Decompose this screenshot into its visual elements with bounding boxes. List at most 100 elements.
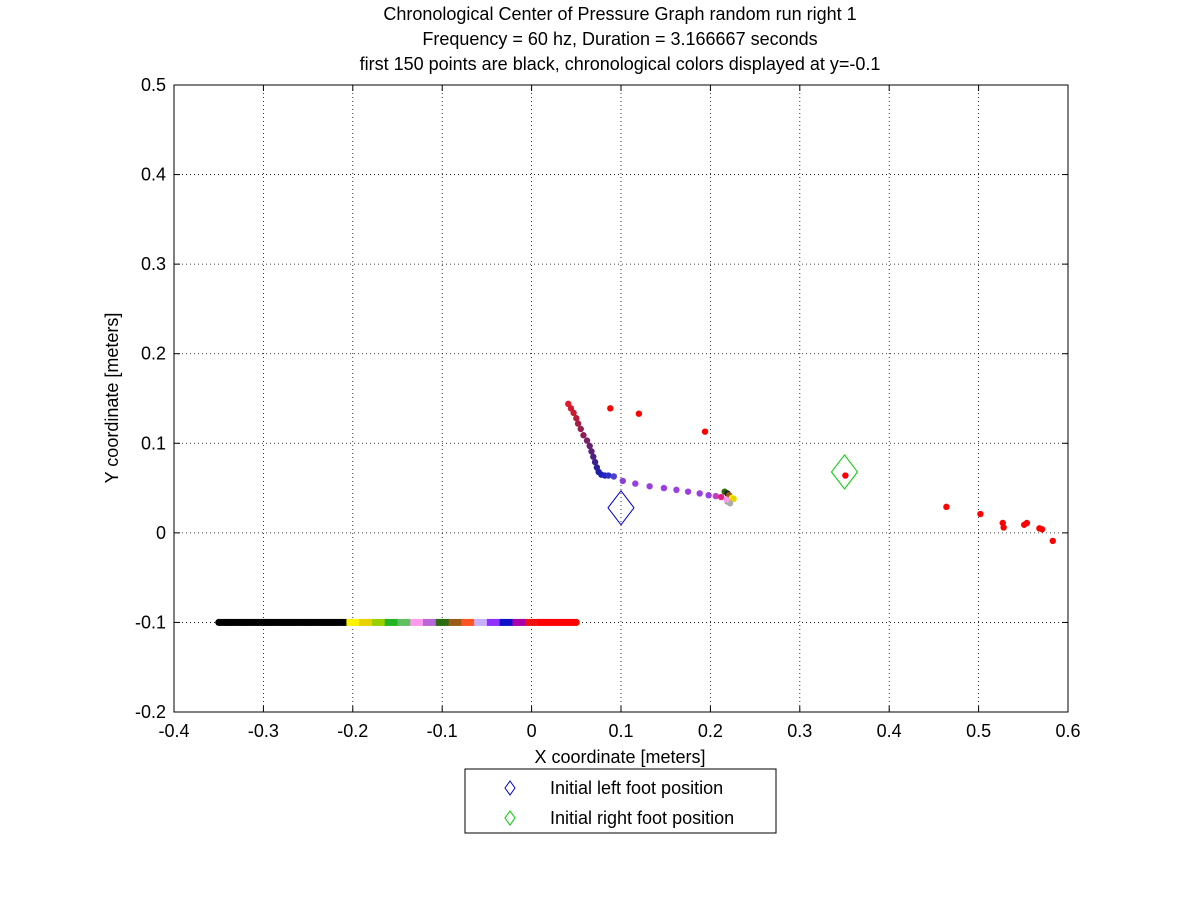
color-bar-segment [499,618,514,626]
cop-point [635,410,643,417]
color-bar-segment [423,618,437,626]
chronological-color-bar [215,618,580,626]
color-bar-segment [308,618,322,626]
x-tick-label: 0.4 [877,721,902,741]
cop-point [570,409,577,417]
cop-point [619,477,626,485]
y-tick-labels: -0.2 -0.1 0 0.1 0.2 0.3 0.4 0.5 [135,75,166,722]
cop-point [842,472,849,479]
legend-label: Initial left foot position [550,778,723,798]
cop-point [574,420,582,427]
chart-title: Chronological Center of Pressure Graph r… [360,4,881,74]
cop-point [684,488,692,495]
x-tick-labels: -0.4 -0.3 -0.2 -0.1 0 0.1 0.2 0.3 0.4 0.5 0.6 [158,721,1080,741]
color-bar-segment [257,618,271,626]
color-bar-segment [269,618,284,626]
color-bar-segment [397,618,411,626]
y-tick-label: 0.3 [141,254,166,274]
x-tick-label: -0.3 [248,721,279,741]
x-tick-label: 0.2 [698,721,723,741]
cop-point [730,495,737,503]
color-bar-segment [474,618,488,626]
cop-point [586,442,593,450]
cop-point [1023,519,1031,527]
cop-point [712,492,719,500]
color-bar-segment [282,618,296,626]
y-tick-label: 0.4 [141,165,166,185]
cop-point [607,405,614,412]
cop-point [1038,526,1046,533]
color-bar-segment [435,618,450,626]
color-bar-segment [384,618,399,626]
x-tick-label: 0 [527,721,537,741]
y-tick-label: 0.5 [141,75,166,95]
color-bar-segment [448,618,462,626]
y-tick-label: 0.1 [141,433,166,453]
legend-label: Initial right foot position [550,808,734,828]
x-tick-label: 0.5 [966,721,991,741]
y-tick-label: 0.2 [141,344,166,364]
cop-point [977,510,984,518]
color-bar-end-cap [572,618,580,626]
chart-title-line-2: Frequency = 60 hz, Duration = 3.166667 s… [422,29,817,49]
color-bar-segment [333,618,348,626]
color-bar-segment [295,618,309,626]
color-bar-segment [486,618,501,626]
color-bar-segment [410,618,424,626]
color-bar-segment [550,618,565,626]
left-foot-diamond-icon [607,489,635,526]
cop-point [646,483,653,490]
cop-point [577,425,584,433]
cop-point [632,480,639,487]
color-bar-segment [359,618,373,626]
x-tick-label: 0.6 [1055,721,1080,741]
x-tick-label: 0.3 [787,721,812,741]
legend-entries: Initial left foot position Initial right … [504,778,734,828]
cop-point [1049,537,1057,545]
color-bar-start-cap [215,618,223,626]
cop-point [705,492,712,499]
color-bar-segment [371,618,386,626]
chart-title-line-1: Chronological Center of Pressure Graph r… [383,4,856,24]
color-bar-segment [218,618,233,626]
cop-point [1000,524,1007,531]
cop-point [573,415,580,422]
color-bar-segment [563,618,577,626]
cop-point [723,496,730,503]
legend-diamond-icon [504,780,516,796]
color-bar-segment [231,618,245,626]
color-bar-segment [244,618,258,626]
foot-markers [607,454,859,526]
color-bar-segment [537,618,552,626]
cop-point [701,428,709,435]
color-bar-segment [512,618,526,626]
cop-point [717,493,725,501]
color-bar-segment [346,618,360,626]
x-tick-label: -0.4 [158,721,189,741]
y-tick-label: 0 [156,523,166,543]
data-points [565,400,1057,545]
y-tick-label: -0.2 [135,702,166,722]
x-tick-label: -0.1 [427,721,458,741]
cop-point [610,473,618,480]
right-foot-diamond-icon [830,454,859,490]
cop-point [943,503,950,511]
x-axis-label: X coordinate [meters] [534,747,705,767]
cop-point [660,484,668,492]
cop-point [673,486,680,494]
cop-point [605,472,612,479]
legend-diamond-icon [504,810,516,826]
legend-box [464,768,777,834]
legend: Initial left foot position Initial right … [464,768,777,834]
axes [173,84,1069,713]
color-bar-segment [461,618,475,626]
cop-point [591,458,599,466]
cop-point [580,432,587,439]
x-tick-label: -0.2 [337,721,368,741]
y-axis-label: Y coordinate [meters] [102,313,122,484]
cop-point [583,437,591,444]
color-bar-segment [525,618,539,626]
cop-point [588,448,595,455]
cop-point [590,453,597,460]
